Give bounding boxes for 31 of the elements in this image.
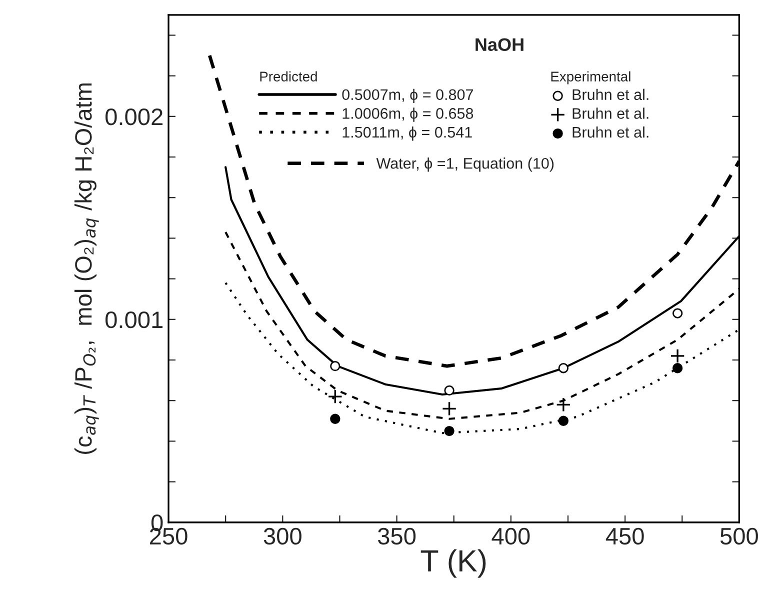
- legend-label: Bruhn et al.: [572, 126, 648, 138]
- x-tick-label: 350: [378, 528, 416, 545]
- x-axis-title: T (K): [420, 549, 486, 578]
- point: [670, 348, 685, 364]
- text: NaOH: [476, 38, 524, 52]
- text: Predicted: [260, 71, 317, 82]
- legend-label: 1.5011m, ϕ = 0.541: [342, 126, 472, 141]
- x-tick-label: 400: [492, 528, 530, 545]
- legend-label: Bruhn et al.: [572, 88, 648, 100]
- y-tick-label: 0.002: [106, 108, 162, 126]
- point: [672, 363, 683, 374]
- point: [330, 414, 340, 424]
- x-tick-label: 450: [606, 528, 644, 545]
- legend-label: 1.0006m, ϕ = 0.658: [342, 108, 474, 122]
- legend-label: 0.5007m, ϕ = 0.807: [342, 88, 473, 104]
- x-tick-label: 500: [720, 528, 758, 545]
- text: (c$_{aq}$)$_{T}$ /P$_{O₂}$, mol (O₂)$_{aq}$ /kg H₂O/atm: [74, 83, 99, 454]
- point: [330, 360, 340, 372]
- point: [556, 397, 571, 412]
- legend-label: Bruhn et al.: [572, 108, 648, 119]
- text: Experimental: [551, 71, 630, 84]
- point: [672, 308, 683, 318]
- x-tick-label: 300: [264, 528, 302, 545]
- point: [444, 385, 454, 396]
- legend-label: Water, ϕ =1, Equation (10): [376, 158, 554, 172]
- point: [444, 426, 454, 436]
- point: [442, 401, 457, 416]
- point: [558, 363, 569, 374]
- point: [328, 389, 343, 404]
- y-tick-label: 0.001: [106, 311, 163, 328]
- point: [558, 416, 569, 426]
